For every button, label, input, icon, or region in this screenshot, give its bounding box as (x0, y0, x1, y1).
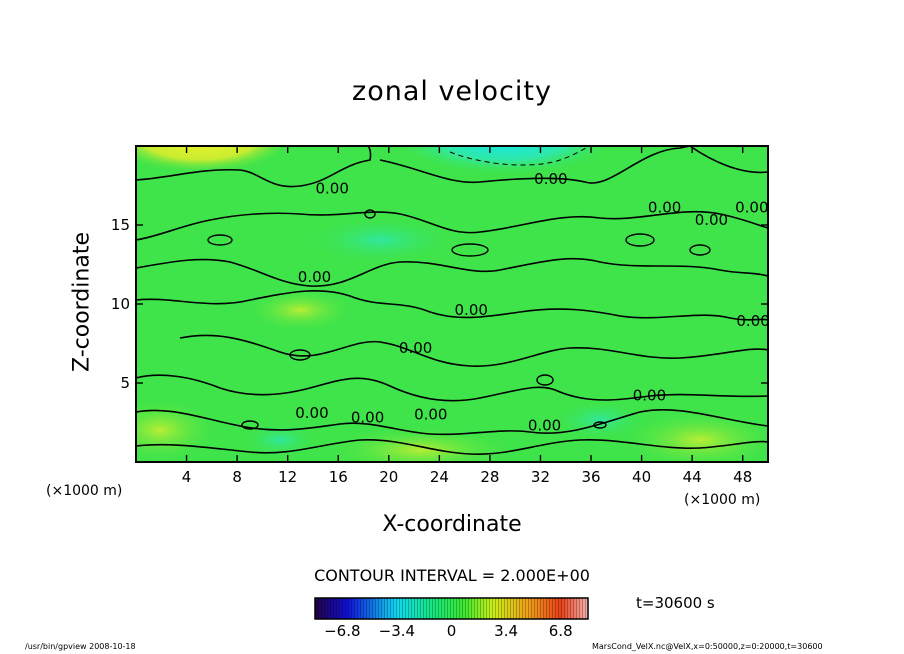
contour-label: 0.00 (295, 404, 328, 422)
colorbar-tick-label: −6.8 (324, 622, 361, 640)
y-tick-label: 15 (110, 216, 130, 234)
contour-label: 0.00 (695, 211, 728, 229)
contour-line (179, 334, 768, 367)
x-tick-label: 28 (480, 468, 500, 486)
contour-label: 0.00 (414, 405, 447, 423)
contour-line (136, 374, 768, 402)
colorbar-frame (314, 597, 589, 620)
colorbar-stripes (315, 598, 588, 619)
contour-line (136, 146, 372, 188)
contour-label: 0.00 (298, 268, 331, 286)
x-tick-label: 36 (581, 468, 601, 486)
x-tick-label: 48 (733, 468, 753, 486)
x-tick-label: 40 (632, 468, 652, 486)
contour-line (136, 257, 768, 287)
contour-line (136, 289, 768, 321)
negative-region-bottom-left (245, 424, 315, 456)
contour-label: 0.00 (315, 179, 348, 197)
colorbar (314, 597, 589, 620)
contour-line (689, 146, 768, 174)
negative-region-mid (310, 218, 450, 262)
negative-contour-line (449, 146, 591, 166)
contour-label: 0.00 (399, 339, 432, 357)
x-axis-label: X-coordinate (382, 512, 522, 537)
y-tick-label: 5 (120, 374, 130, 392)
x-tick-label: 8 (232, 468, 242, 486)
contour-label: 0.00 (736, 312, 769, 330)
positive-region-bottom-left (136, 400, 215, 460)
x-tick-marks (185, 146, 744, 462)
time-label: t=30600 s (636, 594, 715, 612)
colorbar-tick-label: 3.4 (494, 622, 519, 640)
contour-label: 0.00 (633, 386, 666, 404)
contour-islands (207, 209, 711, 430)
x-tick-label: 12 (278, 468, 298, 486)
x-unit-label-right: (×1000 m) (684, 492, 761, 508)
contour-lines (136, 146, 768, 455)
contour-label: 0.00 (648, 198, 681, 216)
contour-line (136, 438, 768, 455)
negative-region-top (410, 146, 600, 182)
colorbar-tick-label: 0 (446, 622, 457, 640)
contour-line (379, 146, 691, 184)
contour-line (136, 210, 768, 241)
y-axis-label: Z-coordinate (69, 232, 95, 372)
contour-label: 0.00 (534, 170, 567, 188)
contour-label: 0.00 (528, 416, 561, 434)
x-tick-label: 4 (181, 468, 192, 486)
colorbar-tick-label: −3.4 (378, 622, 416, 640)
y-tick-marks (136, 224, 768, 384)
contour-labels: 0.00 0.00 0.00 0.00 0.00 0.00 0.00 0.00 0.00 0.00… (295, 170, 770, 434)
velocity-field (136, 146, 768, 462)
x-tick-label: 20 (379, 468, 399, 486)
x-unit-label-left: (×1000 m) (46, 483, 123, 499)
y-tick-label: 10 (110, 295, 130, 313)
contour-label: 0.00 (351, 409, 384, 427)
x-tick-label: 16 (328, 468, 348, 486)
x-tick-label: 44 (682, 468, 702, 486)
contour-line (136, 409, 768, 436)
x-tick-label: 32 (530, 468, 551, 486)
x-tick-label: 24 (429, 468, 449, 486)
contour-interval-label: CONTOUR INTERVAL = 2.000E+00 (314, 566, 590, 585)
footer-source-label: MarsCond_VelX.nc@VelX,x=0:50000,z=0:2000… (592, 642, 823, 651)
positive-region-mid (250, 290, 350, 330)
contour-label: 0.00 (455, 301, 488, 319)
chart-title: zonal velocity (352, 76, 552, 107)
contour-label: 0.00 (735, 198, 768, 216)
positive-region-bottom-right (625, 412, 768, 462)
positive-region-bottom (330, 428, 510, 462)
negative-region-bottom-right (555, 402, 645, 438)
colorbar-tick-label: 6.8 (548, 622, 573, 640)
footer-command-label: /usr/bin/gpview 2008-10-18 (25, 642, 136, 651)
